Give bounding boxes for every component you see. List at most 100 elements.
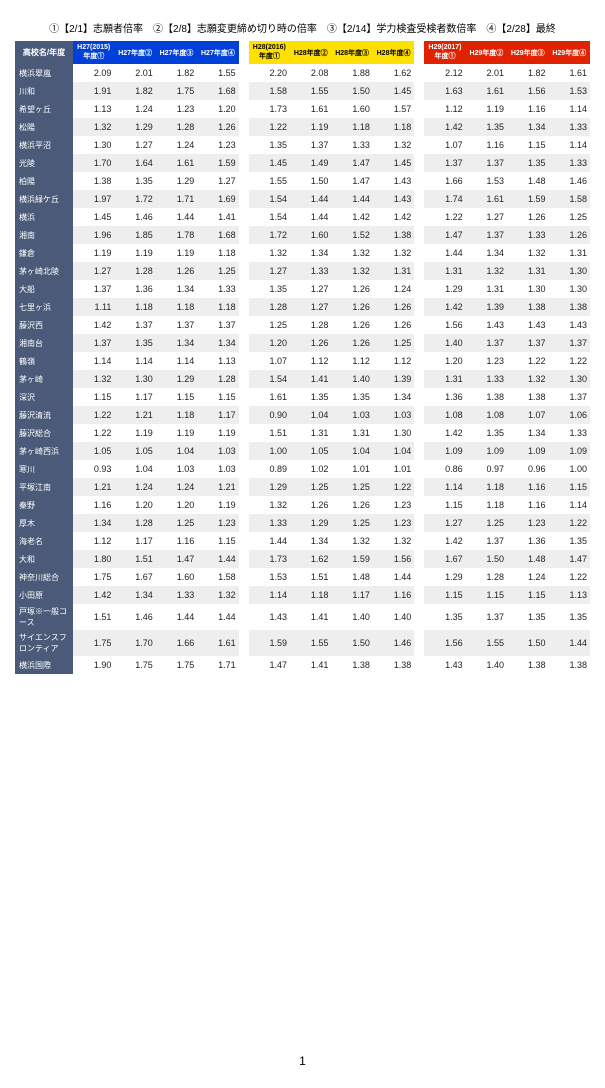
value-cell: 1.31 [507,262,548,280]
value-cell: 1.18 [156,298,197,316]
value-cell: 1.28 [114,262,155,280]
value-cell: 0.97 [466,460,507,478]
row-spacer [414,568,424,586]
school-name: 大和 [15,550,73,568]
table-row: 湘南台1.371.351.341.341.201.261.261.251.401… [15,334,590,352]
value-cell: 1.37 [507,334,548,352]
value-cell: 1.25 [466,514,507,532]
value-cell: 1.26 [373,316,414,334]
value-cell: 1.75 [73,630,114,656]
table-row: 川和1.911.821.751.681.581.551.501.451.631.… [15,82,590,100]
value-cell: 1.80 [73,550,114,568]
value-cell: 1.26 [331,334,372,352]
value-cell: 1.03 [197,442,238,460]
value-cell: 1.70 [114,630,155,656]
value-cell: 1.47 [249,656,290,674]
value-cell: 1.53 [249,568,290,586]
value-cell: 2.01 [466,64,507,82]
row-spacer [414,442,424,460]
value-cell: 1.60 [156,568,197,586]
value-cell: 1.24 [114,100,155,118]
value-cell: 1.34 [114,586,155,604]
row-spacer [239,118,249,136]
value-cell: 1.03 [156,460,197,478]
value-cell: 1.33 [466,370,507,388]
value-cell: 1.26 [373,298,414,316]
value-cell: 1.26 [548,226,590,244]
value-cell: 1.43 [548,316,590,334]
value-cell: 1.17 [114,388,155,406]
value-cell: 1.32 [249,244,290,262]
table-row: 大船1.371.361.341.331.351.271.261.241.291.… [15,280,590,298]
value-cell: 1.12 [331,352,372,370]
value-cell: 1.34 [290,244,331,262]
school-name: 戸塚※一般コース [15,604,73,630]
table-row: 神奈川総合1.751.671.601.581.531.511.481.441.2… [15,568,590,586]
value-cell: 1.37 [424,154,465,172]
value-cell: 1.12 [373,352,414,370]
header-spacer [239,41,249,64]
value-cell: 1.42 [331,208,372,226]
row-spacer [414,424,424,442]
value-cell: 1.61 [156,154,197,172]
value-cell: 1.21 [197,478,238,496]
value-cell: 1.15 [197,532,238,550]
value-cell: 1.16 [373,586,414,604]
school-name: 海老名 [15,532,73,550]
value-cell: 1.07 [249,352,290,370]
value-cell: 1.54 [249,208,290,226]
value-cell: 1.32 [373,136,414,154]
value-cell: 1.35 [424,604,465,630]
value-cell: 1.55 [290,630,331,656]
row-spacer [414,244,424,262]
value-cell: 1.19 [197,424,238,442]
value-cell: 1.02 [290,460,331,478]
value-cell: 1.72 [114,190,155,208]
value-cell: 1.16 [73,496,114,514]
value-cell: 1.24 [156,136,197,154]
row-spacer [414,514,424,532]
value-cell: 1.47 [331,154,372,172]
value-cell: 0.89 [249,460,290,478]
table-row: 戸塚※一般コース1.511.461.441.441.431.411.401.40… [15,604,590,630]
value-cell: 1.47 [331,172,372,190]
header-col: H27年度④ [197,41,238,64]
page-number: 1 [15,1054,590,1068]
value-cell: 1.25 [197,262,238,280]
school-name: 川和 [15,82,73,100]
school-name: 横浜国際 [15,656,73,674]
value-cell: 1.40 [331,604,372,630]
value-cell: 1.47 [548,550,590,568]
header-col: H28年度② [290,41,331,64]
value-cell: 1.43 [373,190,414,208]
school-name: サイエンスフロンティア [15,630,73,656]
value-cell: 1.53 [466,172,507,190]
table-row: 茅ヶ崎1.321.301.291.281.541.411.401.391.311… [15,370,590,388]
value-cell: 1.20 [156,496,197,514]
value-cell: 1.18 [197,298,238,316]
value-cell: 1.41 [290,370,331,388]
value-cell: 1.14 [424,478,465,496]
caption-text: ①【2/1】志願者倍率 ②【2/8】志願変更締め切り時の倍率 ③【2/14】学力… [15,20,590,35]
value-cell: 1.47 [424,226,465,244]
table-row: 柏陽1.381.351.291.271.551.501.471.431.661.… [15,172,590,190]
row-spacer [239,136,249,154]
row-spacer [414,460,424,478]
value-cell: 1.46 [114,604,155,630]
value-cell: 1.19 [156,424,197,442]
table-row: 秦野1.161.201.201.191.321.261.261.231.151.… [15,496,590,514]
value-cell: 1.32 [73,370,114,388]
value-cell: 1.58 [548,190,590,208]
value-cell: 1.21 [114,406,155,424]
row-spacer [414,388,424,406]
row-spacer [239,82,249,100]
row-spacer [239,298,249,316]
value-cell: 1.56 [424,316,465,334]
value-cell: 0.96 [507,460,548,478]
value-cell: 1.22 [507,352,548,370]
value-cell: 1.35 [290,388,331,406]
value-cell: 1.30 [548,280,590,298]
value-cell: 1.22 [249,118,290,136]
value-cell: 1.22 [73,406,114,424]
value-cell: 1.52 [331,226,372,244]
